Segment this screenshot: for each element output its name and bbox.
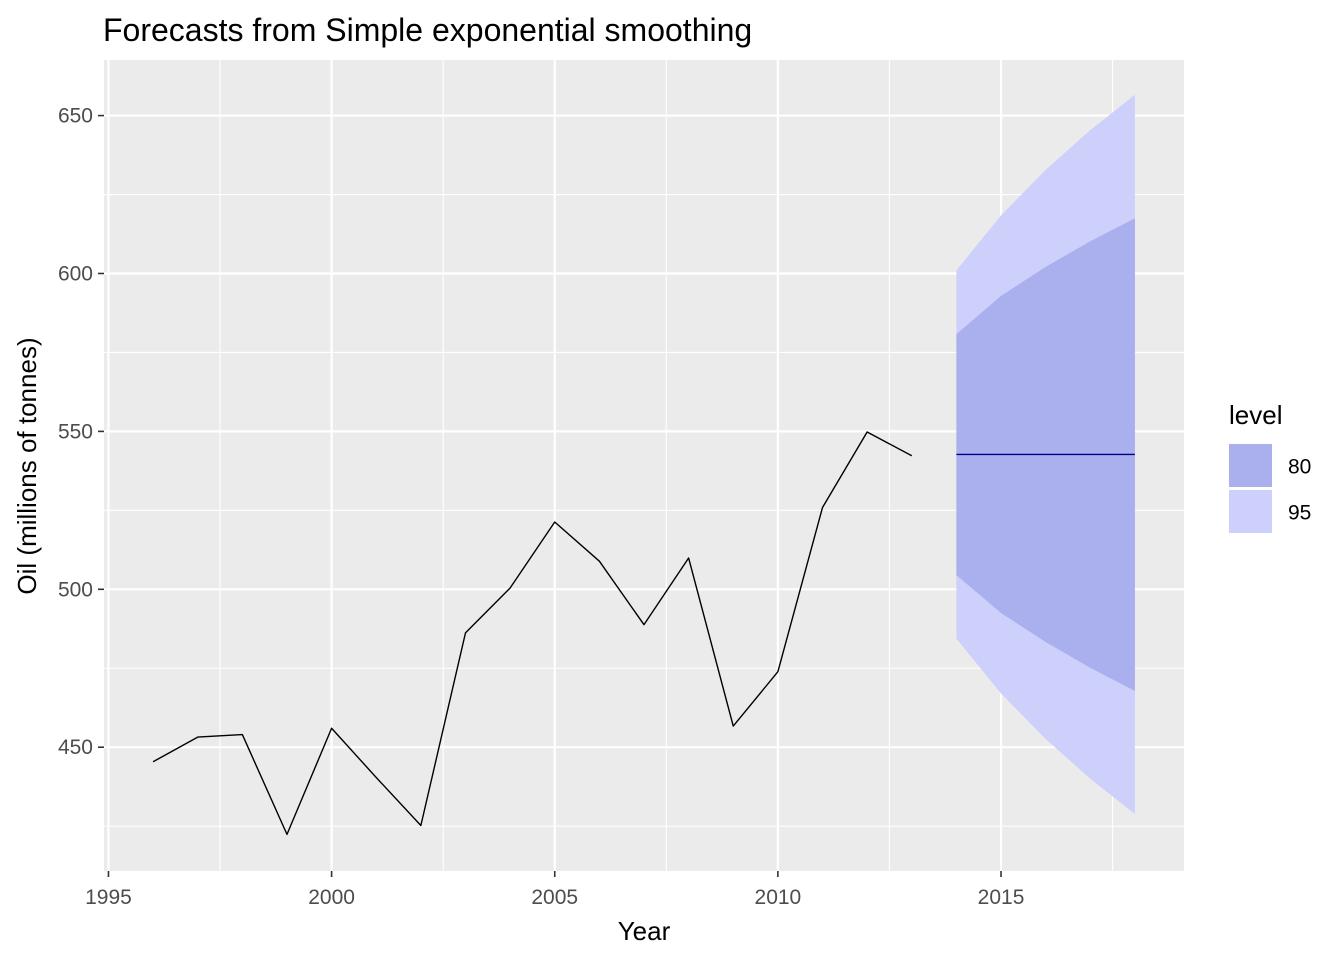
y-axis-label: Oil (millions of tonnes) [12,337,42,594]
legend-entries: 80 95 [1229,444,1311,533]
y-tick-label: 500 [58,578,93,601]
legend-label-95: 95 [1288,502,1311,525]
legend-label-80: 80 [1288,456,1311,479]
x-tick-label: 2015 [978,886,1025,909]
x-tick-label: 2010 [755,886,802,909]
y-tick-label: 650 [58,105,93,128]
x-axis-label: Year [618,916,671,946]
x-tick-label: 2005 [531,886,578,909]
legend-title: level [1229,400,1282,430]
legend-key-95 [1229,490,1272,533]
x-tick-label: 2000 [308,886,355,909]
series-lines [152,431,1135,836]
legend-key-80 [1229,444,1272,487]
y-tick-label: 550 [58,420,93,443]
legend: level 80 95 [1229,400,1311,533]
chart-title: Forecasts from Simple exponential smooth… [103,12,752,48]
y-axis: 450 500 550 600 650 [58,105,104,759]
y-tick-label: 600 [58,262,93,285]
x-tick-label: 1995 [85,886,132,909]
observed-series-line [152,431,913,836]
y-tick-label: 450 [58,736,93,759]
x-axis: 1995 2000 2005 2010 2015 [85,871,1024,909]
